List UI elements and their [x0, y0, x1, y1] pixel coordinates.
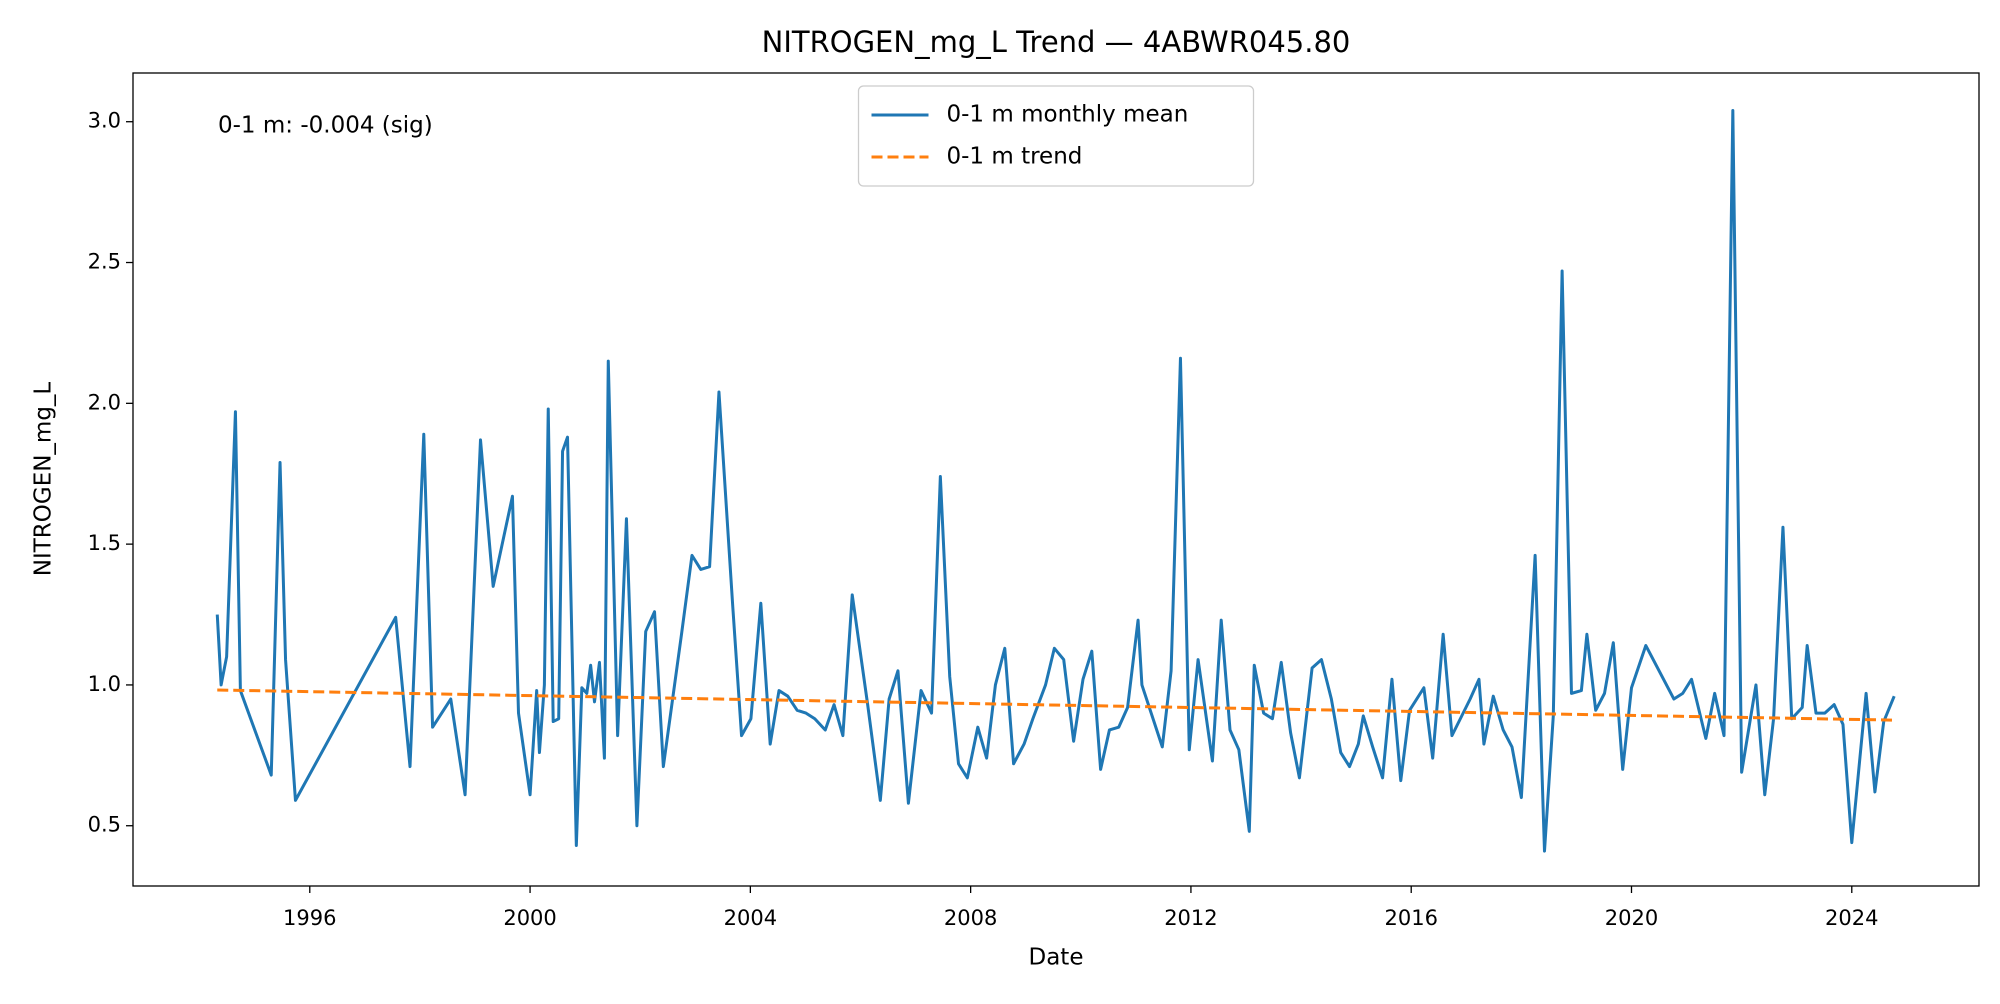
x-axis-label: Date: [1029, 945, 1084, 971]
series-line: [215, 108, 1896, 853]
y-axis-label: NITROGEN_mg_L: [31, 382, 57, 577]
plot-frame: [132, 72, 1980, 887]
x-tick-label: 2024: [1825, 906, 1878, 930]
y-tick-label: 2.5: [88, 250, 121, 274]
y-tick-label: 1.0: [88, 672, 121, 696]
chart-title: NITROGEN_mg_L Trend — 4ABWR045.80: [762, 25, 1351, 59]
y-tick-label: 0.5: [88, 813, 121, 837]
legend: 0-1 m monthly mean 0-1 m trend: [857, 85, 1255, 187]
x-tick-label: 2000: [503, 906, 556, 930]
x-tick-label: 2004: [724, 906, 777, 930]
y-tick-label: 3.0: [88, 109, 121, 133]
x-tick-label: 2016: [1384, 906, 1437, 930]
series-line: [217, 688, 1895, 722]
legend-label: 0-1 m monthly mean: [947, 102, 1189, 128]
annotation: 0-1 m: -0.004 (sig): [218, 113, 433, 139]
y-tick-label: 1.5: [88, 531, 121, 555]
y-tick-label: 2.0: [88, 390, 121, 414]
legend-box: [857, 85, 1255, 187]
x-tick-label: 2008: [944, 906, 997, 930]
x-tick-label: 2020: [1605, 906, 1658, 930]
x-tick-label: 1996: [283, 906, 336, 930]
x-tick-label: 2012: [1164, 906, 1217, 930]
legend-label: 0-1 m trend: [947, 144, 1083, 170]
